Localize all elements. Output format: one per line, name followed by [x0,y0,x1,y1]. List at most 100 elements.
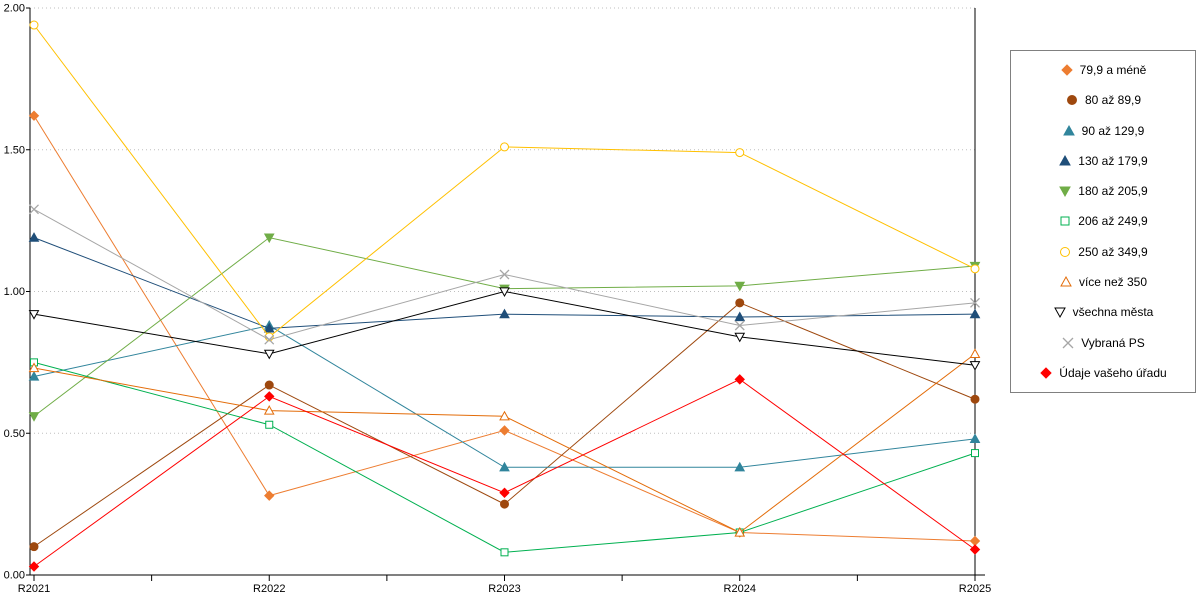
circle-marker-icon [29,20,39,30]
triangle-up-marker-icon [1062,124,1075,136]
legend-marker-wrap [1059,186,1072,198]
legend-label: 79,9 a méně [1079,63,1147,78]
legend-marker-wrap [1053,307,1066,319]
legend-marker-wrap [1066,95,1077,106]
triangle-up-marker-icon [28,371,40,381]
legend-label: 180 až 205,9 [1078,184,1148,199]
diamond-marker-icon [969,535,981,547]
legend-label: 90 až 129,9 [1081,123,1145,138]
legend-item-7: více než 350 [1013,267,1193,296]
legend-item-8: všechna města [1013,298,1193,327]
triangle-up-marker-icon [263,405,275,415]
triangle-up-marker-icon [28,232,40,242]
series-line [33,378,976,567]
y-tick-label: 0.00 [4,570,25,582]
series-line [33,324,976,468]
y-tick-label: 1.00 [4,286,25,298]
y-tick-label: 2.00 [4,3,25,15]
circle-marker-icon [735,148,745,158]
series-9 [29,204,980,345]
triangle-up-marker-icon [1059,154,1072,166]
series-line [33,361,976,553]
triangle-up-marker-icon [28,362,40,373]
x-marker-icon [734,320,745,331]
triangle-up-marker-icon [499,308,510,319]
triangle-up-marker-icon [1060,275,1072,287]
diamond-marker-icon [1040,367,1052,379]
circle-marker-icon [500,499,509,509]
legend-item-9: Vybraná PS [1013,328,1193,357]
diamond-marker-icon [264,391,275,402]
legend-label: 130 až 179,9 [1078,153,1148,168]
x-marker-icon [970,297,980,308]
legend-label: Vybraná PS [1081,335,1145,350]
triangle-down-marker-icon [969,361,981,371]
circle-marker-icon [735,298,745,308]
triangle-up-marker-icon [499,461,510,472]
series-2 [28,319,981,472]
triangle-down-marker-icon [734,332,746,343]
legend-marker-wrap [1040,367,1052,379]
triangle-up-marker-icon [969,433,981,444]
legend-marker-wrap [1060,275,1072,287]
triangle-up-marker-icon [969,308,981,319]
legend: 79,9 a méně 80 až 89,9 90 až 129,9 130 až 1… [1010,50,1196,393]
circle-marker-icon [1066,95,1077,106]
legend-item-10: Údaje vašeho úřadu [1013,358,1193,387]
series-line [33,302,976,548]
circle-marker-icon [1060,246,1071,257]
legend-marker-wrap [1060,64,1073,76]
series-line [33,237,976,417]
series-7 [28,348,981,537]
legend-item-0: 79,9 a méně [1013,56,1193,85]
series-3 [28,232,981,333]
legend-item-5: 206 až 249,9 [1013,207,1193,236]
series-0 [28,110,981,547]
square-marker-icon [265,420,274,429]
x-tick-label: R2024 [724,583,756,595]
legend-label: Údaje vašeho úřadu [1059,365,1167,380]
series-5 [30,358,979,557]
triangle-up-marker-icon [734,526,746,537]
series-6 [29,20,980,342]
circle-marker-icon [29,542,39,552]
legend-marker-wrap [1059,154,1072,166]
series-line [33,115,976,542]
x-tick-label: R2022 [253,583,285,595]
diamond-marker-icon [499,425,510,436]
x-tick-label: R2023 [488,583,520,595]
triangle-down-marker-icon [263,233,275,244]
triangle-down-marker-icon [1053,307,1066,319]
legend-marker-wrap [1060,246,1071,257]
square-marker-icon [1060,216,1070,226]
series-1 [29,298,980,552]
circle-marker-icon [500,142,509,152]
legend-marker-wrap [1060,216,1070,226]
triangle-up-marker-icon [969,348,981,358]
diamond-marker-icon [28,561,40,572]
y-tick-label: 1.50 [4,144,25,156]
legend-label: více než 350 [1078,274,1148,289]
square-marker-icon [500,548,509,557]
triangle-up-marker-icon [263,322,275,333]
legend-item-6: 250 až 349,9 [1013,237,1193,266]
triangle-down-marker-icon [1059,186,1072,198]
legend-item-4: 180 až 205,9 [1013,177,1193,206]
series-8 [28,287,981,371]
circle-marker-icon [264,380,274,390]
x-marker-icon [1062,337,1074,348]
legend-label: všechna města [1072,305,1154,320]
series-line [33,290,976,366]
x-marker-icon [264,334,275,345]
diamond-marker-icon [1060,64,1073,76]
circle-marker-icon [970,394,980,404]
legend-marker-wrap [1062,124,1075,136]
triangle-up-marker-icon [734,311,746,322]
triangle-down-marker-icon [28,310,40,320]
circle-marker-icon [970,264,980,274]
legend-label: 80 až 89,9 [1084,93,1142,108]
triangle-down-marker-icon [28,412,40,422]
triangle-down-marker-icon [499,287,510,298]
diamond-marker-icon [28,110,40,121]
